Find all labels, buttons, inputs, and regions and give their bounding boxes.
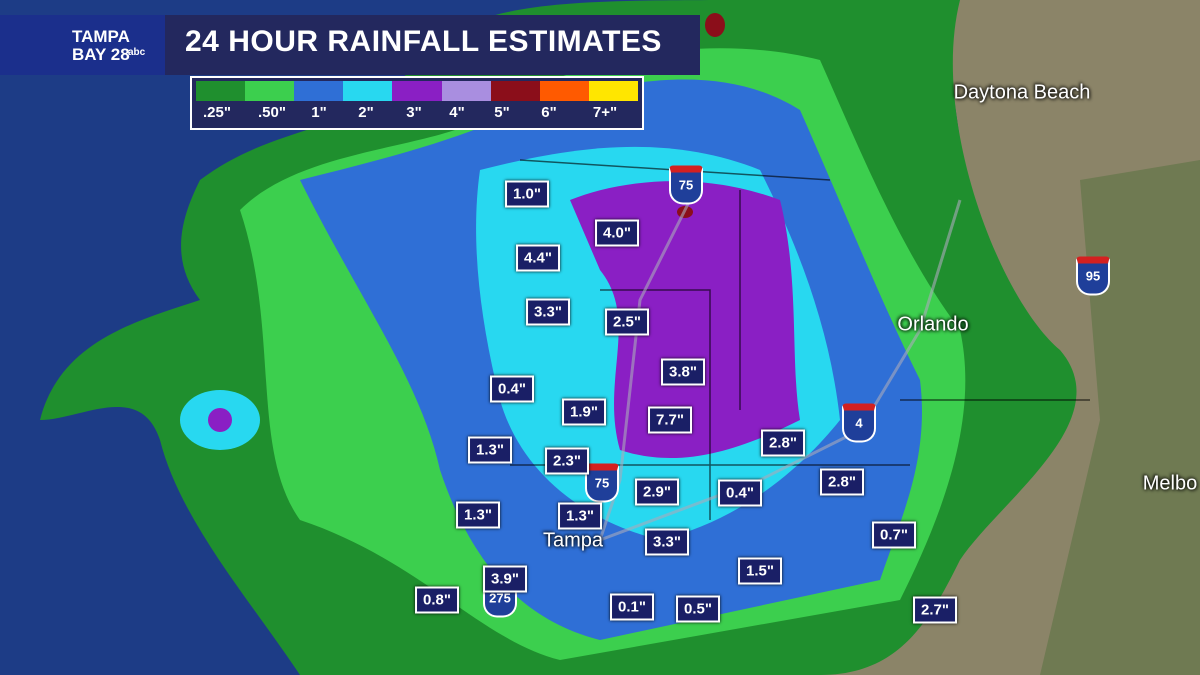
rainfall-label: 0.4" [490,375,534,403]
header-bar: TAMPA BAY 28 abc 24 HOUR RAINFALL ESTIMATE… [0,15,700,75]
legend-label: 5" [494,104,510,121]
legend-swatch [588,81,638,101]
legend-label: 3" [406,104,422,121]
city-label: Tampa [542,529,604,552]
rainfall-label: 2.5" [605,308,649,336]
rainfall-label: 2.8" [761,429,805,457]
rainfall-label: 0.8" [415,586,459,614]
legend-swatch [539,81,589,101]
rainfall-label: 1.3" [558,502,602,530]
logo-text: abc [128,47,146,58]
legend-label: 2" [358,104,374,121]
legend-label: 7+" [592,104,618,121]
legend-swatch [294,81,344,101]
rainfall-label: 0.4" [718,479,762,507]
logo-text: TAMPA [72,27,130,46]
station-logo: TAMPA BAY 28 abc [0,15,165,75]
rainfall-label: 0.5" [676,595,720,623]
rainfall-label: 4.4" [516,244,560,272]
legend-label: .25" [203,104,231,121]
rainfall-label: 7.7" [648,406,692,434]
rainfall-label: 0.1" [610,593,654,621]
rainfall-label: 4.0" [595,219,639,247]
rainfall-label: 1.3" [468,436,512,464]
rainfall-label: 2.3" [545,447,589,475]
interstate-shield: 75 [585,463,619,503]
rainfall-label: 3.3" [526,298,570,326]
legend-label: 6" [541,104,557,121]
rainfall-label: 0.7" [872,521,916,549]
land [1040,160,1200,675]
rain-4in [570,181,800,459]
legend-label: 1" [311,104,327,121]
legend-swatch [392,81,442,101]
rainfall-label: 3.3" [645,528,689,556]
city-label: Daytona Beach [953,81,1091,104]
legend-label: .50" [258,104,286,121]
legend: .25" .50" 1" 2" 3" 4" 5" 6" 7+" [190,76,644,130]
legend-swatch [245,81,295,101]
logo-text: BAY 28 [72,45,130,64]
interstate-shield: 75 [669,165,703,205]
rain-5in [705,13,725,37]
interstate-shield: 4 [842,403,876,443]
rain-4in [208,408,232,432]
city-label: Orlando [897,313,969,336]
rainfall-label: 1.0" [505,180,549,208]
legend-bar [196,81,638,101]
legend-swatch [196,81,246,101]
legend-swatch [490,81,540,101]
legend-swatch [343,81,393,101]
city-label: Melbo [1142,472,1198,495]
rainfall-label: 1.9" [562,398,606,426]
rainfall-label: 2.8" [820,468,864,496]
interstate-shield: 95 [1076,256,1110,296]
title: 24 HOUR RAINFALL ESTIMATES [185,25,662,58]
rainfall-label: 3.9" [483,565,527,593]
rainfall-label: 2.7" [913,596,957,624]
rainfall-label: 2.9" [635,478,679,506]
rainfall-label: 3.8" [661,358,705,386]
rainfall-label: 1.5" [738,557,782,585]
legend-swatch [441,81,491,101]
rainfall-label: 1.3" [456,501,500,529]
legend-label: 4" [449,104,465,121]
